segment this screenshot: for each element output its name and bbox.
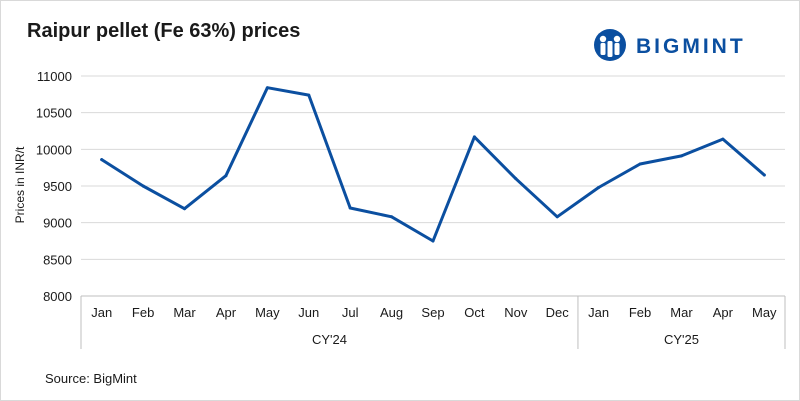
data-point [390,215,394,219]
x-tick-label: May [255,305,280,320]
chart-title: Raipur pellet (Fe 63%) prices [27,20,301,42]
x-tick-label: Aug [380,305,403,320]
x-tick-label: Jun [298,305,319,320]
y-tick-label: 8500 [43,252,72,267]
data-point [183,207,187,211]
data-point [472,135,476,139]
x-tick-label: Dec [546,305,570,320]
x-group-label: CY'24 [312,332,347,347]
line-chart: Jan Feb Mar Apr May Jun Jul Aug Sep Oct Nov Dec Jan F… [13,69,786,349]
data-point [431,239,435,243]
bigmint-logo-icon [594,29,626,61]
x-tick-label: Jul [342,305,359,320]
x-tick-label: Apr [216,305,237,320]
data-point [679,154,683,158]
x-tick-label: Apr [713,305,734,320]
series-line [100,86,766,243]
x-tick-label: Jan [91,305,112,320]
x-tick-label: Feb [629,305,651,320]
x-axis: Jan Feb Mar Apr May Jun Jul Aug Sep Oct Nov Dec Jan F… [80,295,786,349]
data-point [100,158,104,162]
y-tick-label: 9500 [43,179,72,194]
source-note: Source: BigMint [45,371,137,386]
bigmint-logo-text: BIGMINT [636,35,746,58]
y-tick-label: 10000 [36,142,72,157]
x-tick-label: Mar [670,305,693,320]
data-point [141,184,145,188]
x-tick-label: Sep [421,305,444,320]
x-tick-label: May [752,305,777,320]
series-layer [100,86,766,243]
x-tick-label: Jan [588,305,609,320]
data-point [224,174,228,178]
data-point [514,177,518,181]
data-point [307,93,311,97]
y-tick-label: 10500 [36,106,72,121]
y-axis-label: Prices in INR/t [13,146,27,223]
x-tick-label: Nov [504,305,528,320]
data-point [762,173,766,177]
x-tick-label: Oct [464,305,485,320]
y-tick-label: 8000 [43,289,72,304]
y-tick-label: 9000 [43,216,72,231]
gridlines [81,75,785,260]
data-point [721,137,725,141]
y-axis: 8000 8500 9000 9500 10000 10500 11000 [36,69,72,304]
data-point [555,215,559,219]
data-point [638,162,642,166]
x-tick-label: Mar [173,305,196,320]
bigmint-logo: BIGMINT [594,29,746,61]
data-point [597,185,601,189]
x-group-label: CY'25 [664,332,699,347]
data-point [265,86,269,90]
data-point [348,206,352,210]
x-tick-label: Feb [132,305,154,320]
y-tick-label: 11000 [37,69,72,84]
